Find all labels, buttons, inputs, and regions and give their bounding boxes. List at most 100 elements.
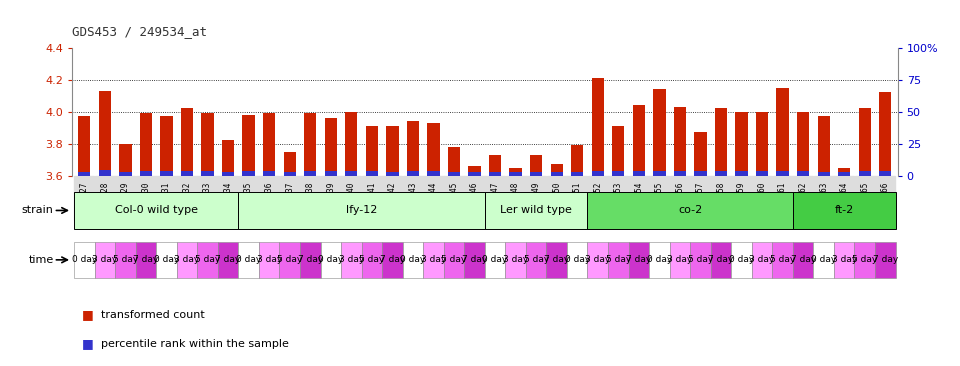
Text: 3 day: 3 day <box>667 255 692 264</box>
Text: 0 day: 0 day <box>400 255 425 264</box>
Bar <box>694 132 707 176</box>
Bar <box>321 242 341 278</box>
Bar <box>834 242 854 278</box>
Bar <box>238 242 259 278</box>
Text: time: time <box>28 255 54 265</box>
Text: 3 day: 3 day <box>750 255 775 264</box>
Bar <box>530 172 542 176</box>
Text: 0 day: 0 day <box>564 255 589 264</box>
Bar <box>797 171 809 176</box>
Text: strain: strain <box>22 205 54 216</box>
Text: 7 day: 7 day <box>380 255 405 264</box>
Bar <box>197 242 218 278</box>
Bar <box>674 171 686 176</box>
Bar <box>818 116 829 176</box>
Bar <box>694 171 707 176</box>
Bar <box>341 242 362 278</box>
Bar <box>259 242 279 278</box>
Text: 3 day: 3 day <box>831 255 857 264</box>
Bar <box>858 108 871 176</box>
Bar <box>591 78 604 176</box>
Bar <box>160 171 173 176</box>
Text: 3 day: 3 day <box>92 255 117 264</box>
Bar <box>793 192 896 229</box>
Bar <box>649 242 670 278</box>
Text: 5 day: 5 day <box>852 255 877 264</box>
Text: 7 day: 7 day <box>626 255 652 264</box>
Text: ft-2: ft-2 <box>834 205 853 216</box>
Bar <box>115 242 135 278</box>
Text: 0 day: 0 day <box>647 255 672 264</box>
Bar <box>489 172 501 176</box>
Bar <box>715 108 727 176</box>
Bar <box>263 113 276 176</box>
Text: 0 day: 0 day <box>318 255 344 264</box>
Bar <box>653 89 665 176</box>
Bar <box>793 242 813 278</box>
Bar <box>346 171 357 176</box>
Bar <box>202 113 214 176</box>
Text: 3 day: 3 day <box>586 255 611 264</box>
Bar <box>550 164 563 176</box>
Bar <box>838 168 851 176</box>
Bar <box>346 112 357 176</box>
Text: 7 day: 7 day <box>462 255 487 264</box>
Bar <box>567 242 588 278</box>
Text: 5 day: 5 day <box>359 255 384 264</box>
Bar <box>427 123 440 176</box>
Bar <box>119 143 132 176</box>
Bar <box>858 171 871 176</box>
Bar <box>818 172 829 176</box>
Bar <box>550 172 563 176</box>
Bar <box>263 171 276 176</box>
Text: 7 day: 7 day <box>873 255 898 264</box>
Bar <box>135 242 156 278</box>
Bar <box>505 242 526 278</box>
Bar <box>530 155 542 176</box>
Bar <box>283 152 296 176</box>
Bar <box>752 242 773 278</box>
Bar <box>74 192 238 229</box>
Bar <box>362 242 382 278</box>
Bar <box>670 242 690 278</box>
Bar <box>465 242 485 278</box>
Bar <box>612 171 624 176</box>
Text: 7 day: 7 day <box>790 255 816 264</box>
Text: 7 day: 7 day <box>708 255 733 264</box>
Bar <box>629 242 649 278</box>
Text: 7 day: 7 day <box>544 255 569 264</box>
Bar <box>218 242 238 278</box>
Bar <box>423 242 444 278</box>
Bar <box>588 192 793 229</box>
Bar <box>773 242 793 278</box>
Text: 3 day: 3 day <box>175 255 200 264</box>
Bar <box>366 126 378 176</box>
Bar <box>78 172 90 176</box>
Bar <box>735 112 748 176</box>
Bar <box>386 126 398 176</box>
Text: Ler wild type: Ler wild type <box>500 205 572 216</box>
Text: 0 day: 0 day <box>154 255 180 264</box>
Text: 5 day: 5 day <box>687 255 713 264</box>
Bar <box>468 166 481 176</box>
Text: 3 day: 3 day <box>503 255 528 264</box>
Bar <box>756 171 768 176</box>
Bar <box>156 242 177 278</box>
Bar <box>732 242 752 278</box>
Bar <box>300 242 321 278</box>
Bar <box>283 172 296 176</box>
Text: ■: ■ <box>82 337 93 351</box>
Bar <box>74 242 95 278</box>
Bar <box>879 171 892 176</box>
Text: 7 day: 7 day <box>215 255 241 264</box>
Text: 5 day: 5 day <box>195 255 220 264</box>
Bar <box>304 113 317 176</box>
Bar <box>222 172 234 176</box>
Bar <box>735 171 748 176</box>
Text: 7 day: 7 day <box>298 255 323 264</box>
Bar <box>612 126 624 176</box>
Bar <box>427 171 440 176</box>
Bar <box>243 115 254 176</box>
Bar <box>140 113 152 176</box>
Bar <box>777 171 789 176</box>
